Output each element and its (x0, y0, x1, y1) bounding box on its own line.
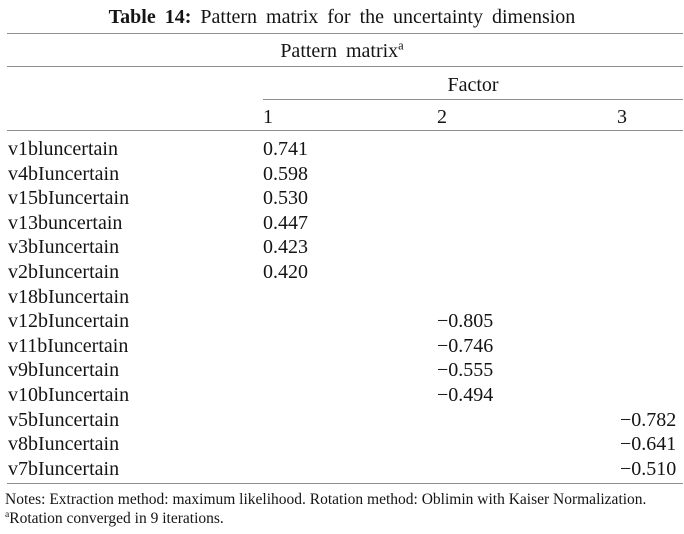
table-row: v12bIuncertain −0.805 (7, 309, 683, 334)
factor1-value-cell: 0.423 (263, 236, 308, 259)
table-row: v8bIuncertain −0.641 (7, 432, 683, 457)
factor3-value-cell (617, 260, 683, 285)
factor2-value-cell: −0.746 (437, 334, 494, 357)
variable-name-cell: v15bIuncertain (8, 187, 130, 210)
column-header-2: 2 (437, 106, 447, 128)
factor2-value-cell (437, 260, 617, 285)
table-footnote: aRotation converged in 9 iterations. (5, 510, 681, 528)
factor2-value-cell (437, 432, 617, 457)
factor2-value-cell: −0.494 (437, 383, 494, 406)
factor1-value-cell (263, 383, 437, 408)
table-body: v1bluncertain 0.741 v4bIuncertain 0.598 … (7, 137, 683, 481)
factor3-value-cell (617, 309, 683, 334)
table-row: v18bIuncertain (7, 285, 683, 310)
variable-name-cell: v7bIuncertain (8, 457, 120, 480)
factor3-value-cell: −0.641 (620, 433, 677, 456)
factor1-value-cell: 0.447 (263, 211, 308, 234)
factor1-value-cell: 0.741 (263, 138, 308, 160)
footnote-text: Rotation converged in 9 iterations. (9, 510, 224, 527)
caption-text: Pattern matrix (280, 40, 399, 62)
factor1-value-cell (263, 309, 437, 334)
table-caption: Pattern matrixa (0, 39, 684, 63)
factor3-value-cell (617, 211, 683, 236)
factor1-value-cell: 0.530 (263, 187, 308, 210)
column-header-3: 3 (617, 106, 627, 128)
rule-top (7, 33, 683, 34)
factor3-value-cell: −0.782 (620, 408, 677, 431)
factor2-value-cell: −0.555 (437, 359, 494, 382)
factor2-value-cell (437, 162, 617, 187)
footnote-superscript: a (5, 508, 10, 520)
factor2-value-cell (437, 186, 617, 211)
factor3-value-cell (617, 186, 683, 211)
table-row: v15bIuncertain 0.530 (7, 186, 683, 211)
factor1-value-cell: 0.598 (263, 162, 308, 185)
table-notes: Notes: Extraction method: maximum likeli… (5, 491, 647, 508)
variable-name-cell: v9bIuncertain (8, 359, 120, 382)
table-row: v4bIuncertain 0.598 (7, 162, 683, 187)
variable-name-cell: v12bIuncertain (8, 310, 130, 333)
factor2-value-cell (437, 408, 617, 433)
rule-below-caption (7, 66, 683, 67)
variable-name-cell: v18bIuncertain (8, 285, 130, 308)
factor3-value-cell (617, 137, 683, 162)
variable-name-cell: v11bIuncertain (8, 334, 129, 357)
variable-name-cell: v5bIuncertain (8, 408, 120, 431)
table-title-text: Pattern matrix for the uncertainty dimen… (200, 6, 576, 28)
factor3-value-cell: −0.510 (620, 457, 677, 480)
table-row: v5bIuncertain −0.782 (7, 408, 683, 433)
table-row: v2bIuncertain 0.420 (7, 260, 683, 285)
rule-below-header (7, 130, 683, 131)
variable-name-cell: v3bIuncertain (8, 236, 120, 259)
table-row: v3bIuncertain 0.423 (7, 235, 683, 260)
table-row: v10bIuncertain −0.494 (7, 383, 683, 408)
table-row: v9bIuncertain −0.555 (7, 358, 683, 383)
factor3-value-cell (617, 235, 683, 260)
factor3-value-cell (617, 358, 683, 383)
factor2-value-cell: −0.805 (437, 310, 494, 333)
variable-name-cell: v1bluncertain (8, 138, 118, 160)
factor1-value-cell: 0.420 (263, 260, 308, 283)
variable-name-cell: v4bIuncertain (8, 162, 120, 185)
table-row: v13buncertain 0.447 (7, 211, 683, 236)
factor1-value-cell (263, 408, 437, 433)
factor2-value-cell (437, 457, 617, 482)
factor1-value-cell (263, 334, 437, 359)
factor3-value-cell (617, 334, 683, 359)
factor1-value-cell (263, 358, 437, 383)
factor2-value-cell (437, 285, 617, 310)
table-row: v11bIuncertain −0.746 (7, 334, 683, 359)
rule-bottom (7, 483, 683, 484)
factor1-value-cell (263, 285, 437, 310)
factor-group-header: Factor (447, 74, 499, 96)
factor2-value-cell (437, 211, 617, 236)
factor2-value-cell (437, 137, 617, 162)
factor3-value-cell (617, 162, 683, 187)
table-title: Table 14: Pattern matrix for the uncerta… (0, 5, 684, 29)
variable-name-cell: v8bIuncertain (8, 433, 120, 456)
variable-name-cell: v13buncertain (8, 211, 123, 234)
factor3-value-cell (617, 285, 683, 310)
rule-under-factor (263, 99, 683, 100)
factor2-value-cell (437, 235, 617, 260)
factor1-value-cell (263, 432, 437, 457)
caption-superscript: a (398, 38, 404, 53)
table-number: Table 14: (108, 6, 192, 28)
variable-name-cell: v2bIuncertain (8, 260, 120, 283)
column-header-1: 1 (263, 106, 273, 128)
variable-name-cell: v10bIuncertain (8, 383, 130, 406)
table-row: v1bluncertain 0.741 (7, 137, 683, 162)
factor1-value-cell (263, 457, 437, 482)
table-row: v7bIuncertain −0.510 (7, 457, 683, 482)
factor3-value-cell (617, 383, 683, 408)
